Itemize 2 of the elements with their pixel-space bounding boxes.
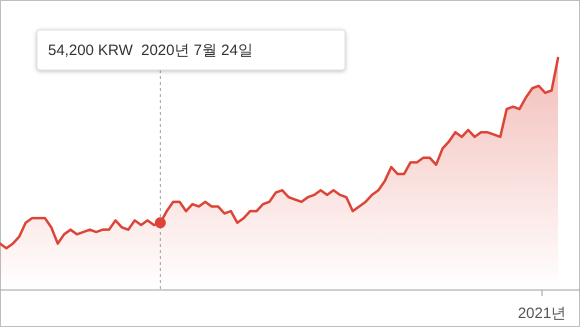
text: 2021년 [518, 305, 566, 322]
annotation: 54,200 KRW 2020년 7월 24일 [48, 42, 253, 59]
